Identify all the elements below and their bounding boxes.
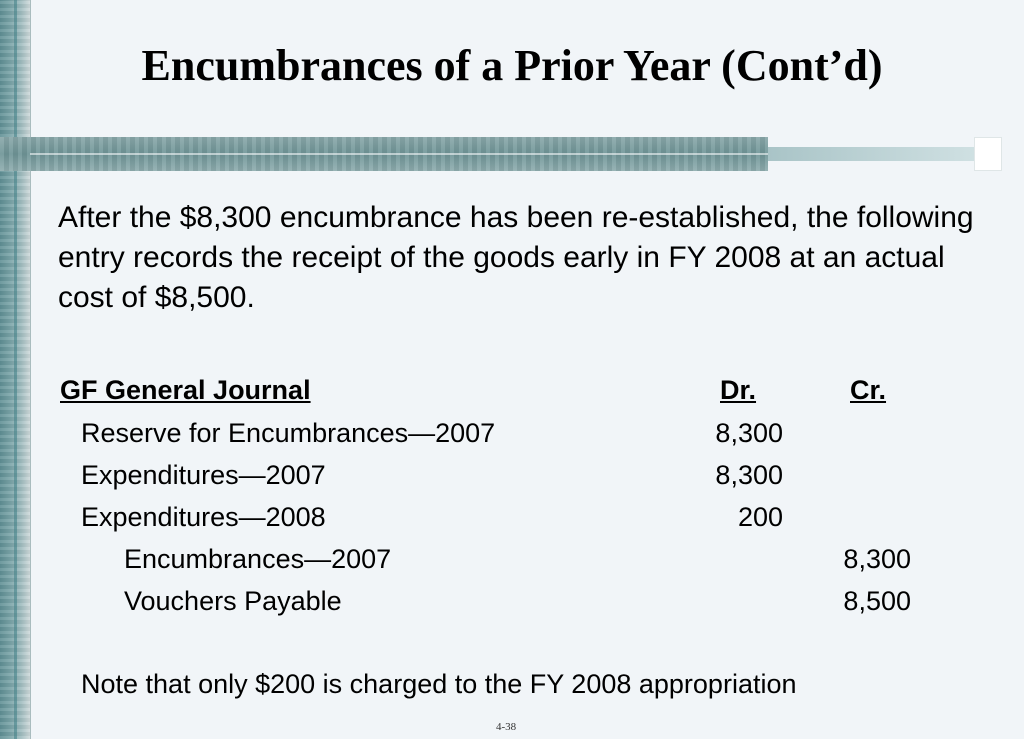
general-journal: GF General Journal Dr. Cr. Reserve for E… <box>60 370 960 630</box>
journal-account: Encumbrances—2007 <box>124 544 392 574</box>
journal-row: Vouchers Payable 8,500 <box>60 580 960 622</box>
journal-row: Reserve for Encumbrances—2007 8,300 <box>60 412 960 454</box>
title-divider-bar <box>0 137 1002 171</box>
slide-title: Encumbrances of a Prior Year (Cont’d) <box>141 41 883 90</box>
left-decorative-band <box>0 0 31 739</box>
debit-header: Dr. <box>720 375 757 405</box>
debit-amount: 200 <box>737 502 783 532</box>
journal-account: Expenditures—2007 <box>81 460 326 490</box>
debit-amount: 8,300 <box>715 460 783 490</box>
journal-account: Expenditures—2008 <box>81 502 326 532</box>
slide-number: 4-38 <box>496 721 517 733</box>
journal-row: Expenditures—2008 200 <box>60 496 960 538</box>
title-divider-light <box>768 147 974 161</box>
credit-amount: 8,500 <box>843 586 911 616</box>
journal-row: Encumbrances—2007 8,300 <box>60 538 960 580</box>
intro-paragraph: After the $8,300 encumbrance has been re… <box>58 201 974 314</box>
journal-account: Vouchers Payable <box>124 586 342 616</box>
footnote: Note that only $200 is charged to the FY… <box>81 669 797 699</box>
journal-account: Reserve for Encumbrances—2007 <box>81 418 496 448</box>
journal-title: GF General Journal <box>60 375 311 405</box>
title-divider-highlight <box>30 153 768 155</box>
title-divider-cap <box>974 137 1002 171</box>
credit-amount: 8,300 <box>843 544 911 574</box>
left-band-line <box>14 0 17 739</box>
credit-header: Cr. <box>850 375 887 405</box>
journal-row: Expenditures—2007 8,300 <box>60 454 960 496</box>
debit-amount: 8,300 <box>715 418 783 448</box>
